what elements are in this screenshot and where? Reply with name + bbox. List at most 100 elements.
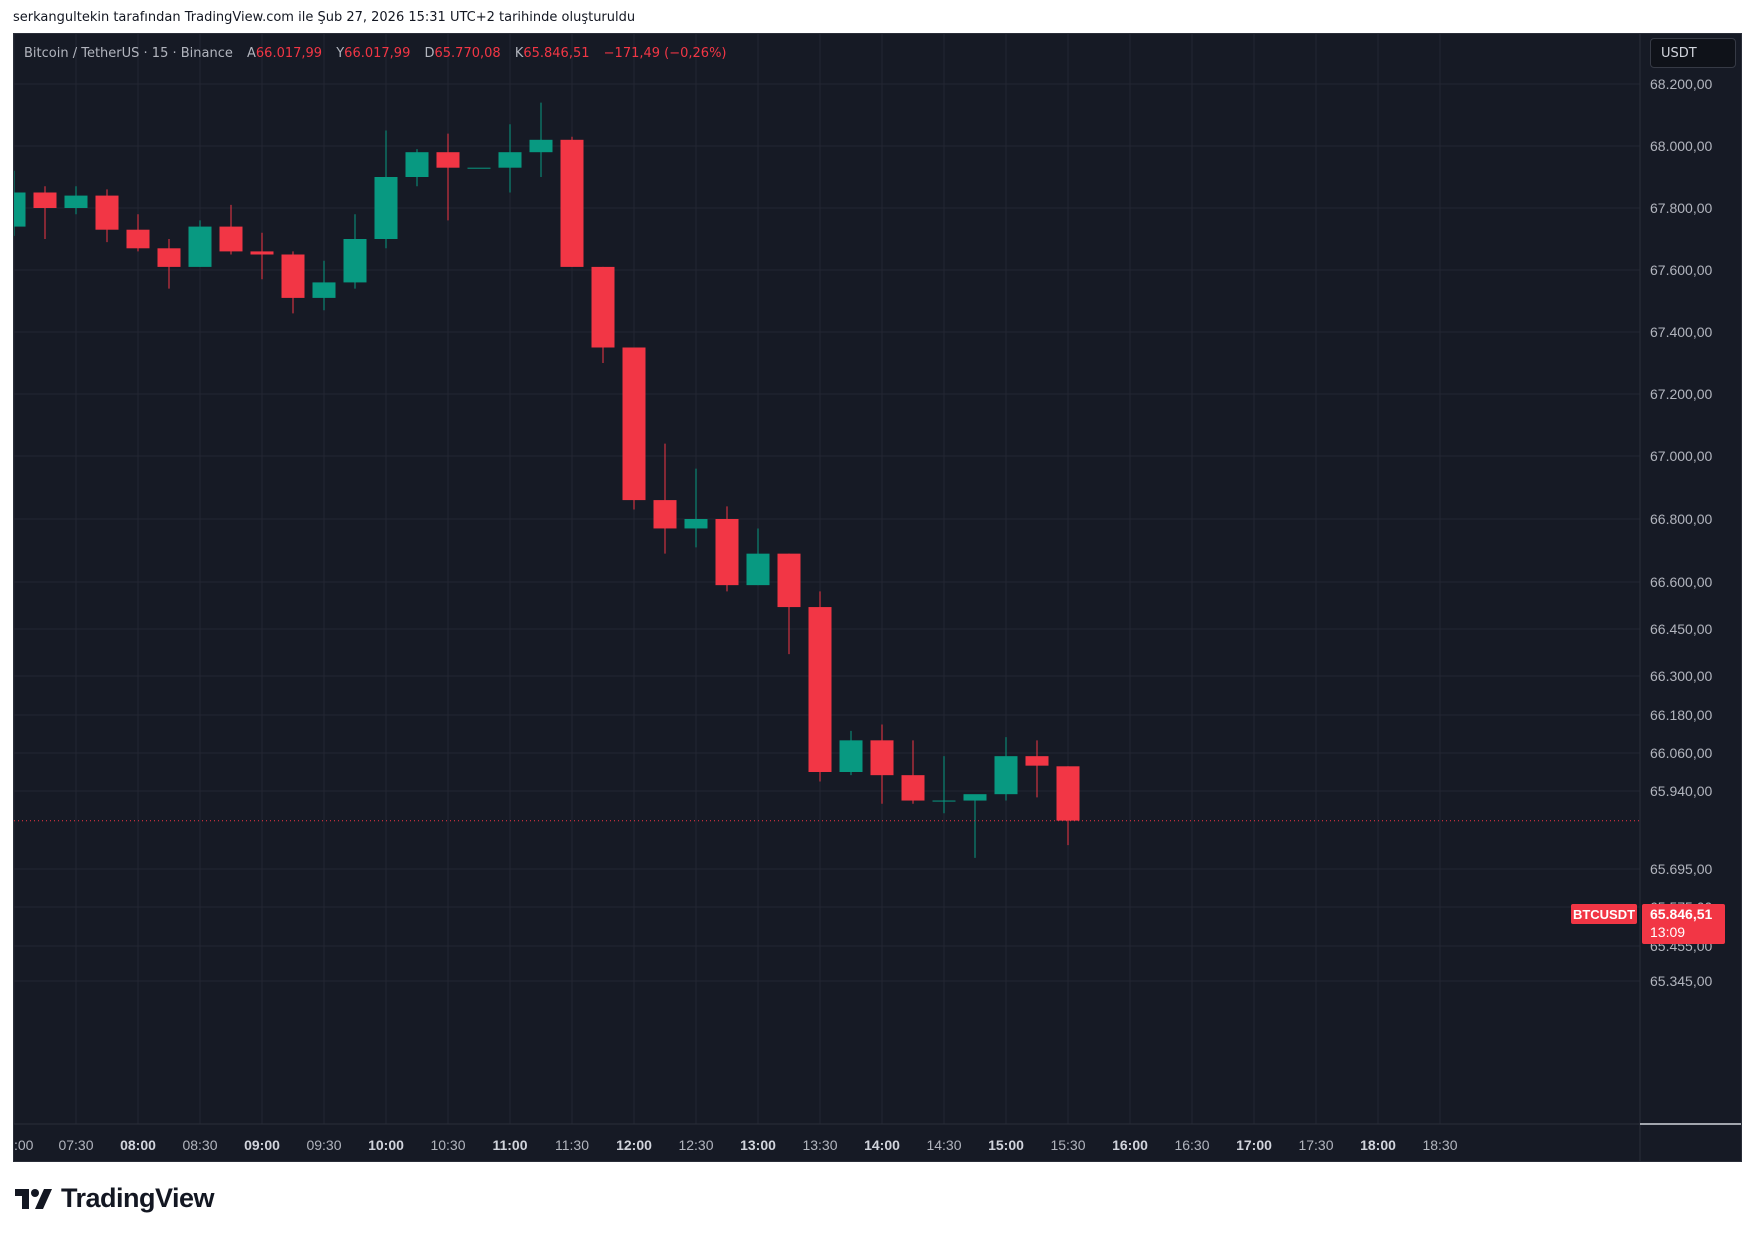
legend-open-label: A xyxy=(247,46,256,61)
candles xyxy=(14,102,1080,858)
time-axis-label: 18:30 xyxy=(1422,1137,1457,1153)
candle xyxy=(994,737,1018,801)
time-axis-label: :00 xyxy=(14,1137,34,1153)
symbol-legend: Bitcoin / TetherUS · 15 · Binance A66.01… xyxy=(24,46,727,61)
time-axis-label: 16:30 xyxy=(1174,1137,1209,1153)
price-tag-symbol: BTCUSDT xyxy=(1573,907,1635,922)
candle-body xyxy=(777,553,801,608)
legend-open-value: 66.017,99 xyxy=(255,46,323,61)
candle xyxy=(374,130,398,249)
time-axis-label: 15:00 xyxy=(988,1137,1024,1153)
candle xyxy=(684,468,708,548)
time-axis-label: 13:00 xyxy=(740,1137,776,1153)
price-axis-label: 67.200,00 xyxy=(1650,386,1712,402)
candle-body xyxy=(591,266,615,348)
candle xyxy=(312,260,336,311)
price-axis-label: 66.300,00 xyxy=(1650,668,1712,684)
legend-high-value: 66.017,99 xyxy=(344,46,411,61)
price-axis-label: 68.200,00 xyxy=(1650,76,1712,92)
candle xyxy=(901,740,925,804)
candle-body xyxy=(653,500,677,529)
candle-body xyxy=(901,775,925,801)
candle xyxy=(64,186,88,215)
time-axis-label: 17:30 xyxy=(1298,1137,1333,1153)
time-axis-label: 12:00 xyxy=(616,1137,652,1153)
candlestick-chart[interactable]: 68.200,00 68.000,00 67.800,00 67.600,00 67.4… xyxy=(14,34,1741,1161)
time-axis-label: 17:00 xyxy=(1236,1137,1272,1153)
time-axis-label: 15:30 xyxy=(1050,1137,1085,1153)
candle-body xyxy=(405,152,429,177)
candle xyxy=(715,506,739,592)
price-axis-label: 67.600,00 xyxy=(1650,262,1712,278)
candle-body xyxy=(95,195,119,230)
candle xyxy=(33,186,57,239)
candle-body xyxy=(498,152,522,168)
candle xyxy=(1025,740,1049,798)
legend-close-value: 65.846,51 xyxy=(523,46,590,61)
chart-attribution: serkangultekin tarafından TradingView.co… xyxy=(13,10,636,25)
time-axis-label: 13:30 xyxy=(802,1137,837,1153)
candle-body xyxy=(374,177,398,239)
time-axis-label: 07:30 xyxy=(58,1137,93,1153)
price-axis-label: 66.800,00 xyxy=(1650,511,1712,527)
candle-body xyxy=(529,139,553,153)
candle-body xyxy=(250,251,274,255)
price-axis-label: 66.180,00 xyxy=(1650,707,1712,723)
candle xyxy=(560,136,584,267)
candle-body xyxy=(467,167,491,169)
candle-body xyxy=(14,192,26,227)
candle-body xyxy=(1056,766,1080,821)
candle-body xyxy=(808,607,832,772)
time-axis-label: 09:30 xyxy=(306,1137,341,1153)
price-axis-label: 66.060,00 xyxy=(1650,745,1712,761)
price-axis-label: 66.600,00 xyxy=(1650,574,1712,590)
price-axis-label: 67.800,00 xyxy=(1650,200,1712,216)
chart-panel[interactable]: 68.200,00 68.000,00 67.800,00 67.600,00 67.4… xyxy=(13,33,1742,1162)
legend-symbol[interactable]: Bitcoin / TetherUS · 15 · Binance xyxy=(24,46,233,61)
time-axis-label: 14:30 xyxy=(926,1137,961,1153)
price-tag-price: 65.846,51 xyxy=(1650,906,1712,922)
candle-body xyxy=(839,740,863,772)
time-axis-label: 08:30 xyxy=(182,1137,217,1153)
candle-body xyxy=(932,800,956,802)
time-axis-label: 16:00 xyxy=(1112,1137,1148,1153)
candle-body xyxy=(281,254,305,298)
candle-body xyxy=(560,139,584,267)
candle xyxy=(467,167,491,169)
candle xyxy=(14,170,26,236)
legend-low-value: 65.770,08 xyxy=(434,46,501,61)
candle-body xyxy=(157,248,181,267)
candle xyxy=(591,266,615,363)
currency-button[interactable]: USDT xyxy=(1650,38,1736,68)
candle-body xyxy=(746,553,770,586)
candle xyxy=(343,214,367,289)
candle xyxy=(622,347,646,510)
candle-body xyxy=(436,152,460,168)
legend-change: −171,49 (−0,26%) xyxy=(603,46,727,61)
candle-body xyxy=(715,519,739,586)
time-axis-label: 08:00 xyxy=(120,1137,156,1153)
candle xyxy=(188,220,212,267)
candle-body xyxy=(1025,756,1049,766)
time-axis[interactable]: :00 07:30 08:00 08:30 09:00 09:30 10:00 10:30 11… xyxy=(14,1137,1458,1153)
tradingview-logo[interactable]: TradingView xyxy=(13,1183,215,1214)
candle xyxy=(839,730,863,776)
candle xyxy=(126,214,150,252)
price-axis-label: 66.450,00 xyxy=(1650,621,1712,637)
time-axis-label: 09:00 xyxy=(244,1137,280,1153)
candle xyxy=(870,724,894,804)
candle xyxy=(1056,766,1080,846)
candle-body xyxy=(343,239,367,283)
legend-close-label: K xyxy=(514,46,524,61)
price-axis-label: 68.000,00 xyxy=(1650,138,1712,154)
price-axis-label: 65.345,00 xyxy=(1650,973,1712,989)
candle-body xyxy=(994,756,1018,795)
price-axis[interactable]: 68.200,00 68.000,00 67.800,00 67.600,00 67.4… xyxy=(1650,76,1712,989)
candle-body xyxy=(963,794,987,801)
candle xyxy=(777,553,801,655)
legend-low-label: D xyxy=(424,46,435,61)
price-axis-label: 67.400,00 xyxy=(1650,324,1712,340)
price-tag-countdown: 13:09 xyxy=(1650,924,1685,940)
candle xyxy=(250,232,274,280)
candle-body xyxy=(33,192,57,208)
